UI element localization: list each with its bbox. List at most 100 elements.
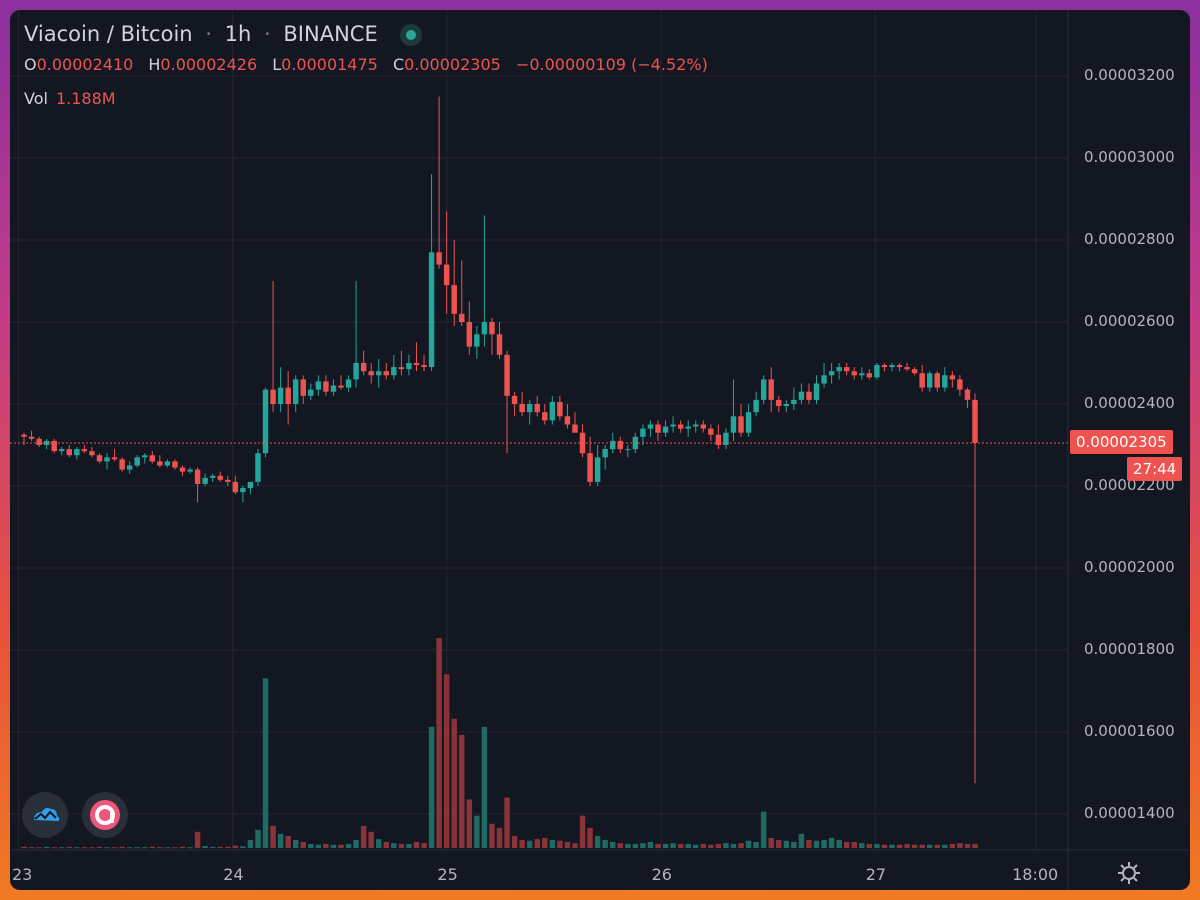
volume-bar [489,823,495,848]
candle-body [157,461,163,466]
candle-body [866,373,873,378]
volume-bar [655,843,661,848]
volume-bar [511,835,518,848]
volume-bar [776,839,782,848]
time-tick-label: 27 [865,865,887,884]
candle-body [519,404,525,413]
volume-bar [602,839,608,848]
change-value: −0.00000109 (−4.52%) [515,55,708,74]
chart-grid [10,10,1068,850]
high-value: 0.00002426 [160,55,258,74]
volume-bar [685,843,691,848]
candle-body [549,401,556,421]
ohlc-legend: O0.00002410 H0.00002426 L0.00001475 C0.0… [24,55,718,74]
candle-body [738,416,744,433]
candle-body [640,428,646,437]
candle-body [142,455,148,458]
candle-body [315,381,322,390]
volume-bar [413,841,420,848]
candle-body [602,449,608,458]
candle-body [428,252,435,368]
volume-bar [270,825,276,848]
volume-bar [443,674,450,848]
volume-bar [66,846,73,848]
volume-bar [670,843,676,848]
symbol-name: Viacoin / Bitcoin [24,22,193,46]
settings-gear-icon[interactable] [1116,860,1142,886]
volume-bar [28,847,35,849]
volume-bar [126,847,133,849]
open-value: 0.00002410 [36,55,134,74]
candle-body [972,399,978,443]
volume-bar [828,837,835,848]
volume-bars [21,638,978,849]
volume-bar [972,843,978,848]
candle-body [670,424,676,427]
candle-body [776,399,782,407]
candle-body [451,285,457,314]
volume-bar [617,843,623,848]
volume-bar [693,844,699,848]
app-logo-icon[interactable] [82,792,128,838]
close-value: 0.00002305 [404,55,501,74]
candle-body [730,416,737,433]
candle-body [66,449,73,456]
volume-bar [496,827,503,848]
volume-bar [896,844,903,848]
candle-body [813,383,820,400]
volume-bar [572,843,578,848]
candle-body [783,404,790,407]
volume-bar [564,841,571,848]
symbol-header[interactable]: Viacoin / Bitcoin · 1h · BINANCE [24,22,423,46]
price-tick-label: 0.00001600 [1084,722,1175,740]
volume-bar [240,846,246,848]
volume-bar [874,843,880,848]
candle-body [51,440,57,452]
candle-body [81,449,88,452]
candle-body [164,461,171,466]
candle-body [715,434,722,445]
volume-bar [21,846,27,848]
candle-body [534,404,540,413]
candlestick-chart[interactable] [10,10,1190,890]
volume-bar [753,841,759,848]
candle-body [828,371,835,376]
candle-body [459,313,465,322]
candle-body [821,375,827,384]
candle-body [413,363,420,366]
candle-body [360,363,367,372]
candle-body [474,334,480,347]
candle-body [217,475,223,480]
candle-body [202,477,208,484]
candle-body [345,379,352,388]
volume-bar [957,843,963,848]
open-label: O [24,55,37,74]
volume-bar [768,837,774,848]
candle-body [104,457,110,462]
candle-body [187,469,193,472]
volume-bar [383,841,390,848]
price-candles [21,96,978,784]
volume-bar [579,815,586,848]
volume-bar [783,840,790,848]
candle-body [119,459,125,470]
volume-bar [859,843,865,848]
time-tick-label: 23 [12,865,33,884]
volume-bar [353,839,359,848]
volume-bar [285,835,291,848]
countdown-tag: 27:44 [1127,456,1183,481]
candle-body [889,365,895,368]
volume-bar [549,839,556,848]
candle-body [685,426,691,429]
volume-bar [43,846,50,848]
candle-body [655,424,661,433]
market-status-icon[interactable] [400,24,423,46]
candle-body [225,479,231,482]
candle-body [443,264,450,286]
volume-bar [74,847,80,849]
interval-label[interactable]: 1h [224,22,252,46]
candle-body [874,365,880,378]
tradingview-cloud-icon[interactable] [22,792,68,838]
candle-body [511,395,518,404]
candle-body [323,381,329,392]
